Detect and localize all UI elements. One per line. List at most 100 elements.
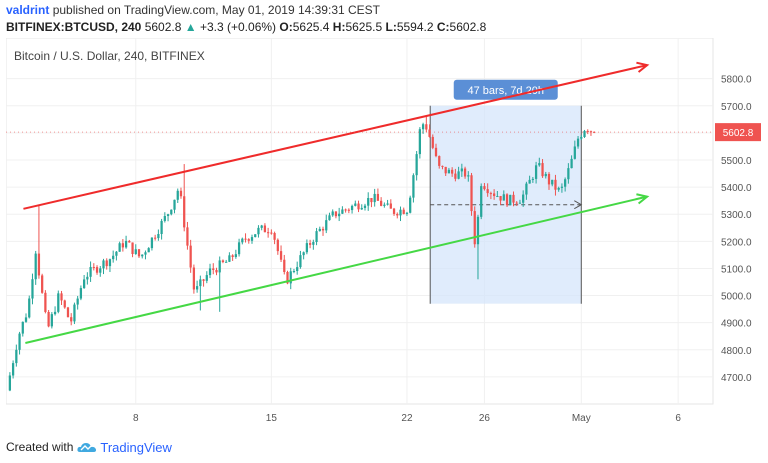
candle-body xyxy=(257,227,260,235)
candle-body xyxy=(92,266,95,268)
candle-body xyxy=(231,255,234,257)
candle-body xyxy=(176,190,179,200)
candle-body xyxy=(564,179,567,187)
candle-body xyxy=(505,194,509,206)
candle-body xyxy=(541,163,544,177)
author-username[interactable]: valdrint xyxy=(6,3,50,17)
candle-body xyxy=(137,249,141,257)
candle-body xyxy=(34,253,37,280)
high-value: 5625.5 xyxy=(345,20,383,34)
candle-body xyxy=(473,211,476,245)
candle-body xyxy=(247,239,250,241)
candle-body xyxy=(173,199,176,210)
candle-body xyxy=(134,249,137,255)
y-tick-label: 5500.0 xyxy=(721,156,752,167)
candle-body xyxy=(354,203,357,206)
candle-body xyxy=(467,175,470,177)
candle-body xyxy=(250,237,254,241)
range-measure[interactable]: 47 bars, 7d 20h xyxy=(429,79,583,304)
candle-body xyxy=(150,237,154,249)
candle-body xyxy=(166,214,170,217)
candle-body xyxy=(331,211,334,216)
tradingview-logo[interactable]: TradingView xyxy=(77,440,172,455)
candle-body xyxy=(454,173,457,179)
candle-body xyxy=(312,242,315,245)
candle-body xyxy=(270,232,273,234)
candle-body xyxy=(405,212,409,214)
candle-body xyxy=(421,124,425,130)
candle-body xyxy=(60,293,63,301)
candle-body xyxy=(299,255,302,268)
y-tick-label: 5100.0 xyxy=(721,264,752,275)
candle-body xyxy=(544,173,547,177)
candle-body xyxy=(447,169,451,174)
candle-body xyxy=(525,183,528,195)
candle-body xyxy=(350,205,354,211)
candle-body xyxy=(389,203,392,209)
candle-body xyxy=(512,194,515,203)
candle-body xyxy=(11,363,15,376)
candle-body xyxy=(376,193,380,201)
candle-body xyxy=(418,129,421,155)
candle-body xyxy=(147,248,150,253)
candle-body xyxy=(409,197,412,213)
close-value: 5602.8 xyxy=(449,20,487,34)
candle-body xyxy=(580,137,583,139)
trendlines-layer[interactable] xyxy=(23,61,650,344)
chart-svg[interactable]: 47 bars, 7d 20h 4700.0 4800.0 4900.0 5000.0… xyxy=(5,37,762,432)
candle-body xyxy=(86,276,89,280)
candle-body xyxy=(279,251,283,260)
candle-body xyxy=(583,130,586,138)
tradingview-brand: TradingView xyxy=(100,439,172,455)
candle-body xyxy=(112,255,115,260)
y-tick-label: 4900.0 xyxy=(721,319,752,330)
candle-body xyxy=(496,196,499,198)
candle-body xyxy=(283,259,286,272)
chart-title: Bitcoin / U.S. Dollar, 240, BITFINEX xyxy=(14,49,205,63)
candle-body xyxy=(15,349,18,364)
candle-body xyxy=(50,314,53,327)
candle-body xyxy=(53,311,57,315)
candle-body xyxy=(131,242,134,255)
created-with-text: Created with xyxy=(6,440,74,454)
candle-body xyxy=(567,168,570,180)
candle-body xyxy=(228,255,231,262)
y-tick-label: 5400.0 xyxy=(721,183,752,194)
candle-body xyxy=(305,243,309,253)
change-value: +3.3 (+0.06%) xyxy=(199,20,277,34)
close-label: C: xyxy=(436,20,450,34)
candle-body xyxy=(195,286,199,290)
candle-body xyxy=(509,194,512,206)
candle-body xyxy=(434,147,438,157)
candle-body xyxy=(431,136,434,148)
candle-body xyxy=(199,279,202,287)
last-price-value: 5602.8 xyxy=(144,20,182,34)
y-tick-label: 4800.0 xyxy=(721,346,752,357)
last-price-label: 5602.8 xyxy=(723,128,754,139)
candle-body xyxy=(315,231,318,243)
candle-body xyxy=(412,175,415,198)
price-chart[interactable]: 47 bars, 7d 20h 4700.0 4800.0 4900.0 5000.0… xyxy=(5,37,762,432)
candle-body xyxy=(170,209,173,215)
ohlc-line: BITFINEX:BTCUSD, 240 5602.8 ▲ +3.3 (+0.0… xyxy=(6,19,762,36)
low-label: L: xyxy=(385,20,397,34)
candle-body xyxy=(341,209,344,214)
publish-info: valdrint published on TradingView.com, M… xyxy=(6,2,762,19)
symbol-label: BITFINEX:BTCUSD, 240 xyxy=(6,20,142,34)
candle-body xyxy=(66,307,70,318)
candle-body xyxy=(99,268,102,273)
candle-body xyxy=(296,267,299,272)
candle-body xyxy=(21,321,24,334)
candle-body xyxy=(499,196,502,201)
candle-body xyxy=(483,186,486,190)
candle-body xyxy=(321,228,325,231)
candle-body xyxy=(28,298,31,318)
candle-body xyxy=(576,138,580,147)
candle-body xyxy=(470,175,473,212)
up-arrow-icon: ▲ xyxy=(184,20,197,34)
candle-body xyxy=(124,240,128,248)
range-arrow-icon xyxy=(574,200,583,210)
plot-frame xyxy=(5,37,714,405)
candle-body xyxy=(208,268,212,276)
y-tick-label: 5200.0 xyxy=(721,237,752,248)
